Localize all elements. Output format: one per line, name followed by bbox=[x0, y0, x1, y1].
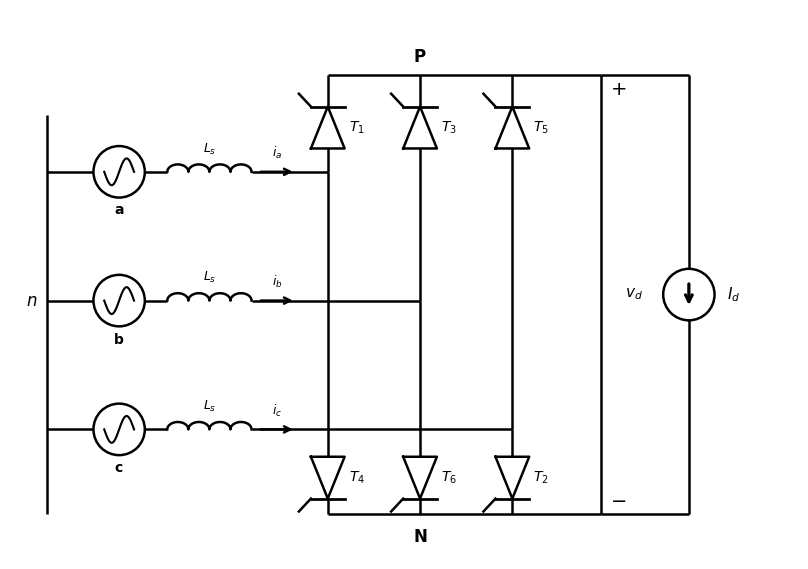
Text: $L_s$: $L_s$ bbox=[203, 270, 216, 285]
Text: $i_c$: $i_c$ bbox=[271, 403, 282, 419]
Text: $T_5$: $T_5$ bbox=[533, 119, 549, 136]
Text: $\mathbf{a}$: $\mathbf{a}$ bbox=[114, 203, 124, 217]
Text: $L_s$: $L_s$ bbox=[203, 142, 216, 156]
Text: $I_d$: $I_d$ bbox=[726, 285, 740, 304]
Text: $L_s$: $L_s$ bbox=[203, 399, 216, 414]
Text: $T_1$: $T_1$ bbox=[348, 119, 364, 136]
Text: $i_a$: $i_a$ bbox=[271, 145, 282, 162]
Text: $T_4$: $T_4$ bbox=[348, 469, 364, 486]
Text: $\mathbf{b}$: $\mathbf{b}$ bbox=[113, 332, 124, 347]
Text: $T_3$: $T_3$ bbox=[441, 119, 457, 136]
Text: $i_b$: $i_b$ bbox=[271, 274, 282, 290]
Text: $\mathbf{N}$: $\mathbf{N}$ bbox=[413, 529, 427, 546]
Text: $-$: $-$ bbox=[610, 490, 626, 509]
Text: $T_2$: $T_2$ bbox=[533, 469, 549, 486]
Text: $\mathbf{c}$: $\mathbf{c}$ bbox=[115, 461, 124, 475]
Text: $+$: $+$ bbox=[610, 80, 626, 99]
Text: $T_6$: $T_6$ bbox=[441, 469, 457, 486]
Text: $n$: $n$ bbox=[26, 291, 37, 310]
Text: $v_d$: $v_d$ bbox=[625, 287, 643, 302]
Text: $\mathbf{P}$: $\mathbf{P}$ bbox=[414, 48, 427, 65]
